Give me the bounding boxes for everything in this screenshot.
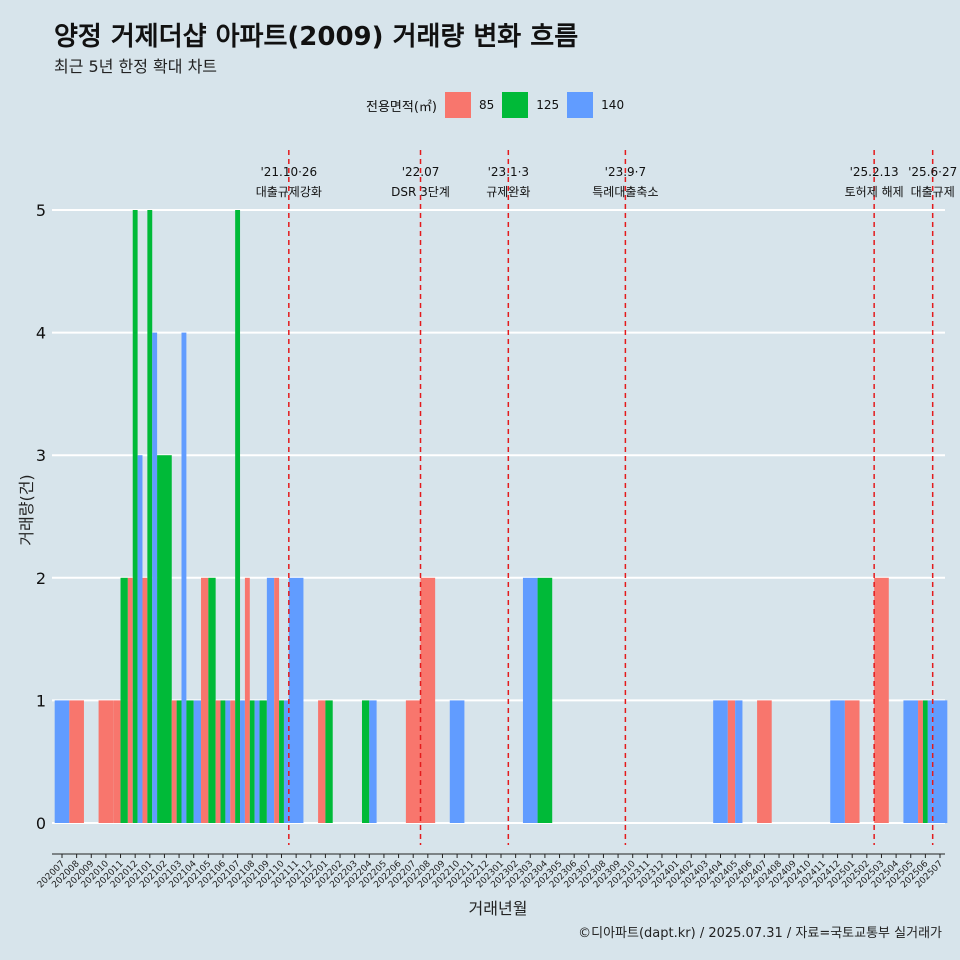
legend-item-125: 125 (502, 92, 559, 118)
bar-85-202106 (215, 700, 221, 823)
bar-85-202108 (244, 577, 250, 823)
bar-125-202506 (922, 700, 928, 823)
y-tick-label: 5 (36, 201, 46, 220)
bar-140-202007 (54, 700, 70, 823)
event-date-label: '25.2.13 (850, 165, 899, 179)
bar-85-202201 (318, 700, 326, 823)
bar-140-202404 (713, 700, 728, 823)
bar-140-202107 (240, 700, 245, 823)
legend-label-85: 85 (478, 98, 495, 112)
bar-140-202405 (735, 700, 743, 823)
event-name-label: 규제완화 (486, 185, 530, 199)
bar-125-202012 (132, 210, 138, 823)
bar-140-202412 (830, 700, 845, 823)
bar-125-202011 (120, 577, 128, 823)
legend-item-85: 85 (444, 92, 495, 118)
y-tick-label: 1 (36, 691, 46, 710)
event-date-label: '25.6·27 (908, 165, 957, 179)
legend-label-140: 140 (601, 98, 625, 112)
bar-125-202109 (259, 700, 267, 823)
bar-125-202304 (537, 577, 553, 823)
x-axis-title: 거래년월 (469, 899, 528, 918)
bar-125-202103 (176, 700, 182, 823)
y-axis-title: 거래량(건) (17, 474, 36, 545)
event-name-label: DSR 3단계 (391, 185, 450, 199)
chart-title: 양정 거제더샵 아파트(2009) 거래량 변화 흐름 (54, 22, 579, 52)
bar-140-202104 (193, 700, 202, 823)
event-date-label: '22.07 (402, 165, 440, 179)
bar-85-202105 (201, 577, 209, 823)
y-tick-label: 4 (36, 324, 46, 343)
bar-125-202101 (147, 210, 153, 823)
y-tick-label: 2 (36, 569, 46, 588)
bar-140-202505 (903, 700, 919, 823)
bar-125-202102 (157, 455, 172, 823)
legend-swatch-125 (502, 92, 529, 118)
bar-140-202210 (449, 700, 465, 823)
bar-85-202008 (69, 700, 84, 823)
bar-85-202107 (230, 700, 236, 823)
bar-85-202407 (757, 700, 772, 823)
event-name-label: 토허제 해제 (845, 185, 904, 199)
legend-label-125: 125 (536, 98, 560, 112)
legend-swatch-85 (444, 92, 471, 118)
y-tick-label: 3 (36, 446, 46, 465)
bar-85-202110 (274, 577, 280, 823)
event-name-label: 대출규제 (911, 185, 955, 199)
bar-140-202012 (137, 455, 143, 823)
bar-140-202204 (369, 700, 377, 823)
bar-125-202204 (361, 700, 370, 823)
bar-85-202503 (874, 577, 889, 823)
bar-140-202106 (225, 700, 231, 823)
bar-140-202109 (266, 577, 275, 823)
bar-125-202106 (220, 700, 226, 823)
legend-title: 전용면적(㎡) (366, 99, 437, 115)
bar-85-202501 (844, 700, 860, 823)
bar-140-202507 (932, 700, 948, 823)
bar-85-202405 (727, 700, 736, 823)
bar-125-202104 (186, 700, 194, 823)
bar-85-202208 (420, 577, 436, 823)
bar-85-202506 (918, 700, 923, 823)
bar-140-202108 (254, 700, 260, 823)
event-date-label: '21.10·26 (260, 165, 317, 179)
bar-85-202103 (171, 700, 177, 823)
source-caption: ©디아파트(dapt.kr) / 2025.07.31 / 자료=국토교통부 실… (578, 926, 942, 941)
bar-85-202010 (98, 700, 114, 823)
bar-125-202201 (325, 700, 333, 823)
bar-140-202506 (927, 700, 933, 823)
bar-140-202303 (522, 577, 538, 823)
event-date-label: '23.1·3 (488, 165, 529, 179)
event-name-label: 대출규제강화 (256, 185, 322, 199)
bar-140-202110 (283, 700, 289, 823)
chart-subtitle: 최근 5년 한정 확대 차트 (54, 57, 218, 76)
bar-85-202101 (142, 577, 148, 823)
legend-swatch-140 (567, 92, 594, 118)
bar-125-202108 (249, 700, 255, 823)
bar-140-202111 (288, 577, 304, 823)
bar-85-202011 (113, 700, 121, 823)
bar-125-202110 (279, 700, 284, 823)
event-name-label: 특례대출축소 (592, 185, 658, 199)
legend: 전용면적(㎡) 85 125 140 (366, 92, 632, 118)
y-tick-label: 0 (36, 814, 46, 833)
event-date-label: '23.9·7 (605, 165, 646, 179)
bar-125-202105 (208, 577, 216, 823)
bar-125-202107 (235, 210, 241, 823)
legend-item-140: 140 (567, 92, 624, 118)
bar-140-202103 (181, 332, 187, 823)
bar-85-202207 (405, 700, 421, 823)
bar-140-202101 (152, 332, 158, 823)
bar-85-202012 (127, 577, 133, 823)
